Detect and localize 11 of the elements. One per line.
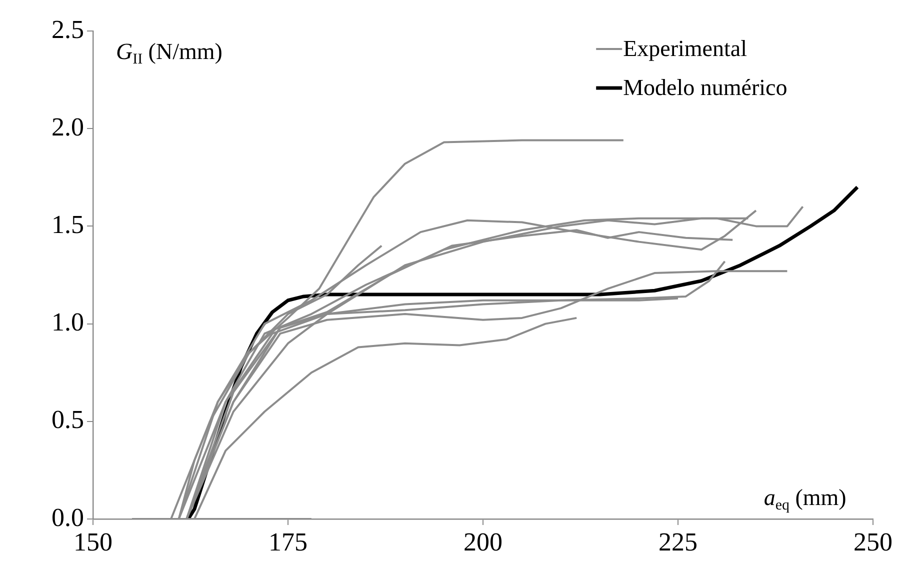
x-tick-label: 175 xyxy=(268,527,308,556)
y-tick-label: 0.5 xyxy=(52,405,84,434)
legend-label: Modelo numérico xyxy=(623,75,788,100)
legend-label: Experimental xyxy=(623,36,748,62)
y-tick-label: 2.5 xyxy=(52,14,84,44)
y-tick-label: 1.0 xyxy=(52,308,84,337)
y-tick-label: 1.5 xyxy=(52,210,84,240)
x-tick-label: 200 xyxy=(464,527,502,556)
x-tick-label: 250 xyxy=(854,527,892,556)
x-tick-label: 225 xyxy=(658,527,698,556)
y-tick-label: 2.0 xyxy=(52,112,84,142)
